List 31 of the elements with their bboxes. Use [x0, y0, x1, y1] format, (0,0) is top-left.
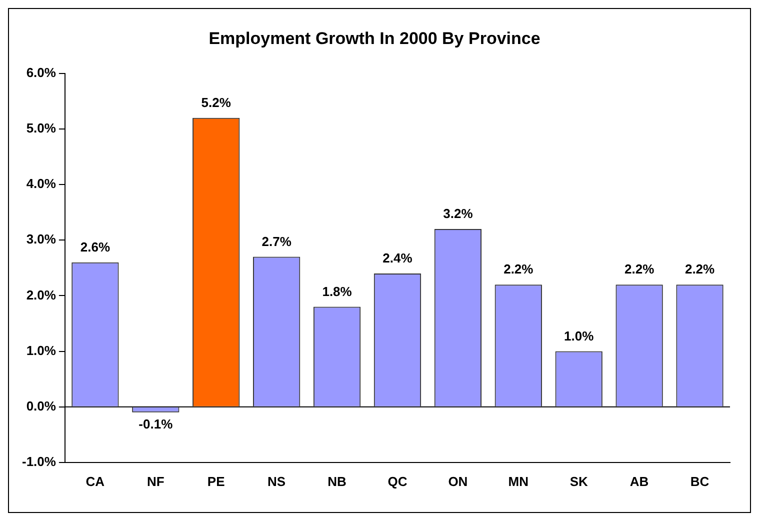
y-tick-label: 6.0%	[26, 64, 56, 80]
x-tick-label: ON	[448, 474, 468, 489]
x-tick-label: BC	[690, 474, 710, 489]
data-label: -0.1%	[138, 416, 174, 432]
y-tick-label: 2.0%	[26, 287, 56, 302]
x-tick-label: NB	[328, 474, 346, 489]
data-label: 1.8%	[322, 284, 352, 299]
data-label: 1.0%	[564, 328, 594, 344]
y-tick-label: 0.0%	[26, 398, 56, 414]
y-tick-label: 5.0%	[26, 120, 56, 136]
y-tick-label: 4.0%	[26, 176, 56, 192]
data-label: 2.6%	[80, 239, 110, 254]
data-label: 2.7%	[262, 234, 292, 249]
x-tick-label: NS	[268, 474, 286, 489]
x-tick-label: PE	[207, 474, 226, 489]
x-tick-label: SK	[570, 474, 588, 489]
x-tick-label: NF	[146, 474, 164, 489]
x-tick-label: MN	[508, 474, 529, 489]
y-tick-label: -1.0%	[22, 454, 56, 469]
data-label: 5.2%	[201, 94, 232, 110]
data-label: 2.4%	[382, 250, 413, 266]
y-tick-label: 3.0%	[26, 232, 56, 247]
chart-title: Employment Growth In 2000 By Province	[208, 28, 540, 48]
x-tick-label: AB	[630, 474, 649, 489]
data-label: 3.2%	[443, 206, 474, 222]
data-label: 2.2%	[624, 262, 655, 277]
x-tick-label: CA	[86, 474, 106, 489]
y-tick-label: 1.0%	[26, 342, 56, 358]
data-label: 2.2%	[684, 262, 716, 277]
data-label: 2.2%	[504, 262, 534, 277]
x-tick-label: QC	[388, 474, 408, 489]
